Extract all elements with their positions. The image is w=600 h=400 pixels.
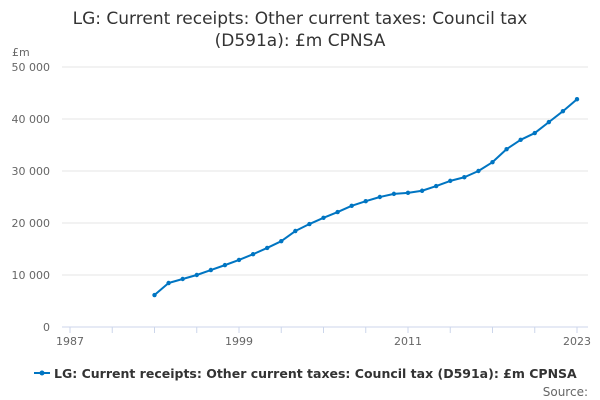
data-point[interactable] — [222, 262, 228, 268]
data-point[interactable] — [546, 119, 552, 125]
source-label: Source: — [543, 385, 588, 399]
x-tick-label: 2023 — [563, 335, 591, 348]
data-point[interactable] — [194, 272, 199, 278]
legend[interactable]: LG: Current receipts: Other current taxe… — [34, 366, 577, 381]
data-point[interactable] — [293, 228, 298, 234]
x-tick-label: 1999 — [225, 335, 253, 348]
data-point[interactable] — [462, 175, 467, 180]
data-point[interactable] — [152, 292, 157, 298]
chart-title-line-1: LG: Current receipts: Other current taxe… — [73, 9, 528, 29]
y-axis-label: £m — [12, 46, 30, 59]
data-point[interactable] — [180, 276, 185, 282]
data-point[interactable] — [377, 194, 383, 200]
data-point[interactable] — [363, 198, 368, 204]
y-tick-label: 40 000 — [12, 113, 51, 126]
data-point[interactable] — [504, 146, 509, 152]
data-point[interactable] — [476, 168, 481, 174]
data-point[interactable] — [448, 178, 453, 184]
data-point[interactable] — [166, 280, 171, 286]
data-point[interactable] — [264, 245, 270, 251]
data-point[interactable] — [532, 130, 537, 136]
data-point[interactable] — [391, 191, 397, 197]
series-line — [153, 98, 578, 296]
data-point[interactable] — [307, 221, 312, 227]
data-point[interactable] — [433, 183, 439, 189]
data-point[interactable] — [349, 203, 354, 209]
legend-label: LG: Current receipts: Other current taxe… — [54, 366, 577, 381]
data-point[interactable] — [250, 252, 256, 257]
data-point[interactable] — [560, 109, 566, 114]
data-point[interactable] — [208, 267, 214, 273]
legend-point-marker — [39, 370, 45, 376]
data-point[interactable] — [574, 97, 580, 102]
data-point[interactable] — [321, 215, 326, 220]
x-tick-label: 1987 — [56, 335, 84, 348]
data-point[interactable] — [405, 190, 411, 196]
y-tick-label: 20 000 — [12, 217, 51, 230]
y-tick-label: 50 000 — [12, 61, 51, 74]
x-tick-label: 2011 — [394, 335, 422, 348]
data-point[interactable] — [419, 188, 425, 193]
data-point[interactable] — [490, 159, 495, 165]
data-point[interactable] — [335, 209, 340, 215]
y-tick-label: 10 000 — [12, 269, 51, 282]
chart-title-line-2: (D591a): £m CPNSA — [215, 31, 386, 51]
data-point[interactable] — [279, 239, 284, 244]
data-point[interactable] — [236, 257, 242, 263]
y-tick-label: 30 000 — [12, 165, 51, 178]
y-tick-label: 0 — [43, 321, 50, 334]
data-point[interactable] — [518, 137, 523, 142]
